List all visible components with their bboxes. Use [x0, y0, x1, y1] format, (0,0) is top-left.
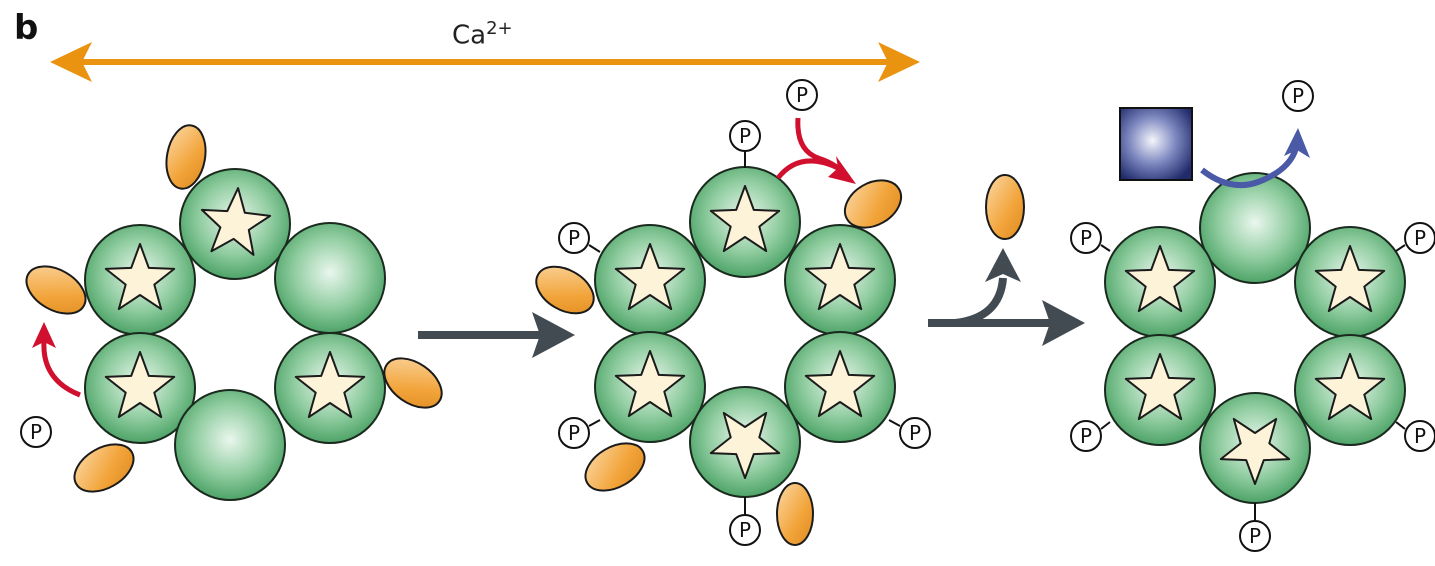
phosphate-label: P: [1249, 524, 1261, 548]
ring1-subunit-right-lower: [274, 332, 386, 444]
phosphate-label: P: [1292, 84, 1304, 108]
phosphate-label: P: [909, 421, 921, 445]
calcium-label: Ca2+: [452, 18, 513, 51]
ring1-subunit-bottom: [174, 389, 286, 501]
star-icon: [614, 243, 686, 311]
star-icon: [804, 350, 876, 418]
star-icon: [200, 187, 272, 256]
ring2-calmodulin-top-right: [843, 179, 903, 229]
ring2-subunit-top: [689, 166, 801, 278]
phosphate-label: P: [1414, 226, 1426, 250]
dephosphorylation-arrow: [1200, 128, 1310, 188]
ring2-phosphate-left-lower: P: [558, 417, 601, 449]
calcium-charge: 2+: [486, 18, 513, 39]
star-icon: [1314, 245, 1386, 313]
panel-label: b: [14, 8, 39, 48]
ring3-phosphate-left-lower: P: [1070, 420, 1111, 452]
phosphorylation-arrow-1: [32, 322, 81, 398]
phosphate-label: P: [30, 420, 42, 444]
star-icon: [1124, 353, 1196, 421]
ring2-phosphate-top: P: [729, 120, 761, 168]
ring1-calmodulin-right: [383, 357, 443, 409]
ring3-subunit-bottom: [1199, 392, 1311, 504]
ring2-calmodulin-bottom-left: [584, 442, 646, 492]
phosphate-label: P: [739, 124, 751, 148]
subunits-layer: [84, 166, 1406, 504]
ring3-subunit-top: [1199, 172, 1311, 284]
ring1-subunit-left-lower: [84, 332, 196, 444]
phosphorylation-arrow-2: [776, 117, 856, 184]
calcium-symbol: Ca: [452, 20, 487, 51]
star-icon: [1314, 353, 1386, 421]
ring3-subunit-right-upper: [1294, 226, 1406, 338]
ring3-subunit-left-upper: [1104, 226, 1216, 338]
ring3-phosphate-right-upper: P: [1395, 222, 1435, 254]
star-icon: [294, 351, 366, 419]
calmodulin-layer: [25, 124, 1025, 546]
ring2-phosphate-bottom: P: [729, 497, 761, 546]
phosphate-label: P: [739, 518, 751, 542]
process-arrow-1: [418, 312, 575, 358]
ring1-phosphate-free: P: [20, 416, 52, 448]
ring3-phosphate-left-upper: P: [1070, 222, 1111, 254]
ring2-subunit-right-upper: [784, 224, 896, 336]
star-icon: [1219, 417, 1291, 485]
phosphate-label: P: [568, 421, 580, 445]
ring1-subunit-top-left-upper: [179, 168, 291, 280]
star-icon: [709, 185, 781, 253]
ring3-phosphate-bottom: P: [1239, 503, 1271, 552]
calcium-arrow: [50, 42, 920, 82]
ring2-subunit-left-upper: [594, 224, 706, 336]
ring3-phosphate-right-lower: P: [1395, 420, 1435, 452]
process-arrow-2: [928, 248, 1085, 346]
released-calmodulin: [985, 174, 1025, 240]
ring2-subunit-right-lower: [784, 331, 896, 443]
ring3-subunit-left-lower: [1104, 334, 1216, 446]
star-icon: [804, 243, 876, 311]
star-icon: [614, 350, 686, 418]
phosphate-label: P: [796, 83, 808, 107]
ring2-phosphate-left-upper: P: [558, 222, 601, 254]
ring1-subunit-right-upper: [274, 222, 386, 334]
phosphate-label: P: [1080, 424, 1092, 448]
star-icon: [104, 243, 176, 311]
phosphate-label: P: [568, 226, 580, 250]
ring1-subunit-left-upper: [84, 224, 196, 336]
ring1-calmodulin-bottom: [73, 443, 135, 493]
ring2-phosphate-free: P: [786, 79, 818, 111]
phosphate-label: P: [1414, 424, 1426, 448]
ring2-subunit-bottom: [689, 386, 801, 498]
phosphatase-icon: [1119, 107, 1193, 181]
ring2-subunit-left-lower: [594, 331, 706, 443]
phosphate-label: P: [1080, 226, 1092, 250]
star-icon: [104, 351, 176, 419]
ring3-subunit-right-lower: [1294, 334, 1406, 446]
phosphate-layer: P P P P P P P P P P P P P: [20, 79, 1435, 552]
ring1-calmodulin-left: [25, 265, 87, 315]
ring3-phosphate-released: P: [1282, 80, 1314, 112]
ring2-calmodulin-bottom: [776, 482, 814, 546]
star-icon: [709, 411, 781, 479]
ring2-calmodulin-left: [535, 265, 595, 315]
star-icon: [1124, 245, 1196, 313]
ring2-phosphate-right-lower: P: [888, 417, 931, 449]
ring1-calmodulin-top: [165, 124, 207, 190]
